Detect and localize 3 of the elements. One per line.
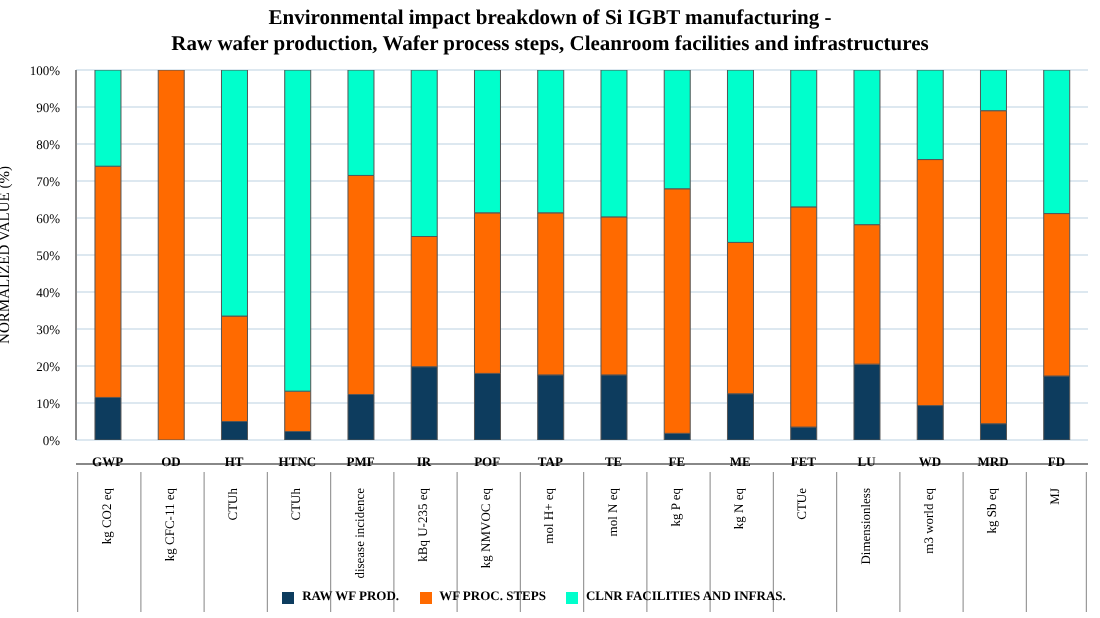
chart-subtitle: Raw wafer production, Wafer process steps, Cleanroom facilities and infrastructures <box>169 32 931 58</box>
chart-title: Environmental impact breakdown of Si IGBT manufacturing - <box>266 6 834 32</box>
bar <box>157 70 185 440</box>
